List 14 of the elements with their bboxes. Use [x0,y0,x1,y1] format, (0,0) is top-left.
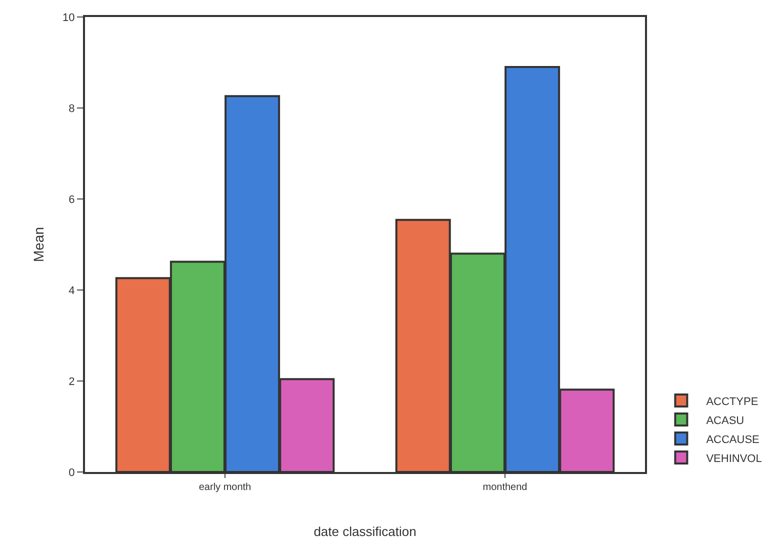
legend-label: ACCTYPE [706,396,758,408]
y-tick-label: 6 [68,194,75,206]
y-tick-label: 0 [68,466,75,479]
y-tick-label: 10 [62,12,75,24]
x-tick-label: monthend [482,482,528,493]
y-tick-label: 8 [68,102,75,115]
legend-label: ACASU [706,414,744,427]
legend-label: ACCAUSE [706,434,760,446]
y-tick-label: 2 [68,376,75,388]
y-tick-label: 4 [68,284,75,297]
y-axis-title: Mean [30,226,47,262]
x-axis-title: date classification [314,524,416,540]
x-tick-label: early month [198,482,252,493]
legend-label: VEHINVOL [706,452,762,465]
